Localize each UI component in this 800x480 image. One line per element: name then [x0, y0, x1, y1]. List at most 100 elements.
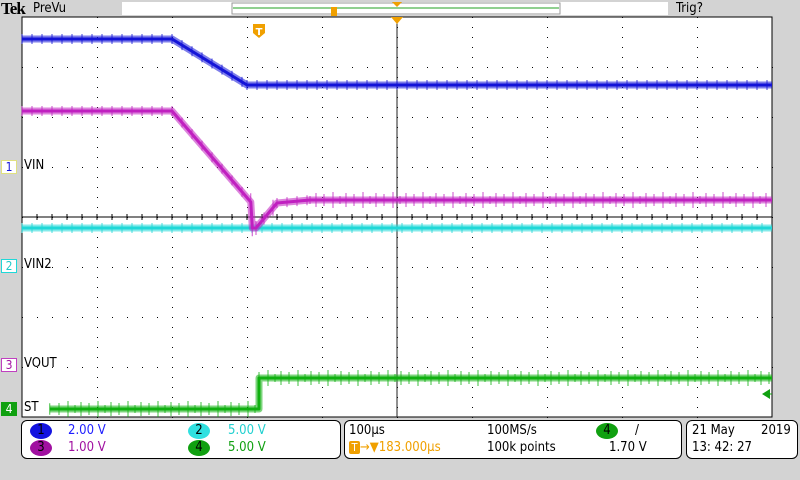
grid-dot [97, 397, 98, 398]
grid-dot [547, 277, 548, 278]
grid-dot [97, 57, 98, 58]
grid-dot [727, 167, 728, 168]
waveform-vin [22, 37, 772, 87]
grid-dot [112, 317, 113, 318]
grid-dot [697, 27, 698, 28]
grid-dot [352, 67, 353, 68]
grid-dot [172, 237, 173, 238]
grid-dot [577, 117, 578, 118]
grid-dot [157, 367, 158, 368]
grid-dot [97, 87, 98, 88]
grid-dot [97, 277, 98, 278]
grid-dot [457, 367, 458, 368]
grid-dot [247, 257, 248, 258]
grid-dot [682, 67, 683, 68]
grid-dot [37, 267, 38, 268]
grid-dot [697, 187, 698, 188]
grid-dot [322, 347, 323, 348]
grid-dot [322, 257, 323, 258]
grid-dot [337, 167, 338, 168]
grid-dot [472, 77, 473, 78]
grid-dot [142, 367, 143, 368]
grid-dot [382, 67, 383, 68]
grid-dot [322, 387, 323, 388]
grid-dot [622, 57, 623, 58]
grid-dot [622, 167, 623, 168]
arrow-right-icon: →▼ [360, 440, 379, 455]
grid-dot [472, 117, 473, 118]
grid-dot [247, 67, 248, 68]
grid-dot [727, 267, 728, 268]
grid-dot [292, 267, 293, 268]
trigger-source-badge[interactable]: 4 [596, 423, 618, 439]
ch1-badge[interactable]: 1 [30, 423, 52, 439]
expansion-point-marker [391, 17, 403, 24]
grid-dot [547, 347, 548, 348]
grid-dot [307, 367, 308, 368]
grid-dot [172, 167, 173, 168]
grid-dot [112, 67, 113, 68]
grid-dot [562, 267, 563, 268]
grid-dot [502, 317, 503, 318]
grid-dot [547, 407, 548, 408]
grid-dot [622, 347, 623, 348]
horizontal-settings-panel[interactable]: 100µs 100MS/s 4 / T →▼183.000µs 100k poin… [344, 420, 682, 459]
grid-dot [697, 307, 698, 308]
grid-dot [457, 67, 458, 68]
grid-dot [622, 297, 623, 298]
grid-dot [682, 167, 683, 168]
grid-dot [67, 317, 68, 318]
grid-dot [337, 67, 338, 68]
grid-dot [622, 397, 623, 398]
grid-dot [547, 307, 548, 308]
grid-dot [622, 407, 623, 408]
ch4-badge[interactable]: 4 [188, 440, 210, 456]
grid-dot [247, 177, 248, 178]
grid-dot [187, 267, 188, 268]
grid-dot [697, 267, 698, 268]
grid-dot [652, 167, 653, 168]
grid-dot [472, 367, 473, 368]
grid-dot [487, 117, 488, 118]
grid-dot [217, 117, 218, 118]
ch2-badge[interactable]: 2 [188, 423, 210, 439]
ch4-ground-marker[interactable]: 4 [1, 402, 17, 416]
grid-dot [322, 97, 323, 98]
grid-dot [697, 317, 698, 318]
grid-dot [97, 187, 98, 188]
ch2-ground-marker[interactable]: 2 [1, 259, 17, 273]
grid-dot [622, 117, 623, 118]
grid-dot [757, 167, 758, 168]
grid-dot [622, 107, 623, 108]
ch3-badge[interactable]: 3 [30, 440, 52, 456]
grid-dot [97, 327, 98, 328]
vertical-settings-panel[interactable]: 1 2.00 V 2 5.00 V 3 1.00 V 4 5.00 V [21, 420, 341, 459]
grid-dot [427, 167, 428, 168]
grid-dot [232, 117, 233, 118]
grid-dot [577, 317, 578, 318]
grid-dot [127, 317, 128, 318]
grid-dot [547, 247, 548, 248]
grid-dot [727, 367, 728, 368]
grid-dot [697, 397, 698, 398]
ch1-ground-marker[interactable]: 1 [1, 160, 17, 174]
grid-dot [547, 37, 548, 38]
grid-dot [292, 67, 293, 68]
grid-dot [22, 67, 23, 68]
grid-dot [247, 157, 248, 158]
grid-dot [457, 167, 458, 168]
grid-dot [637, 317, 638, 318]
grid-dot [412, 117, 413, 118]
ch3-ground-marker[interactable]: 3 [1, 358, 17, 372]
grid-dot [697, 277, 698, 278]
grid-dot [322, 337, 323, 338]
grid-dot [622, 417, 623, 418]
grid-dot [247, 97, 248, 98]
grid-dot [367, 117, 368, 118]
grid-dot [247, 337, 248, 338]
grid-dot [697, 107, 698, 108]
grid-dot [352, 267, 353, 268]
grid-dot [82, 117, 83, 118]
grid-dot [562, 67, 563, 68]
grid-dot [97, 377, 98, 378]
